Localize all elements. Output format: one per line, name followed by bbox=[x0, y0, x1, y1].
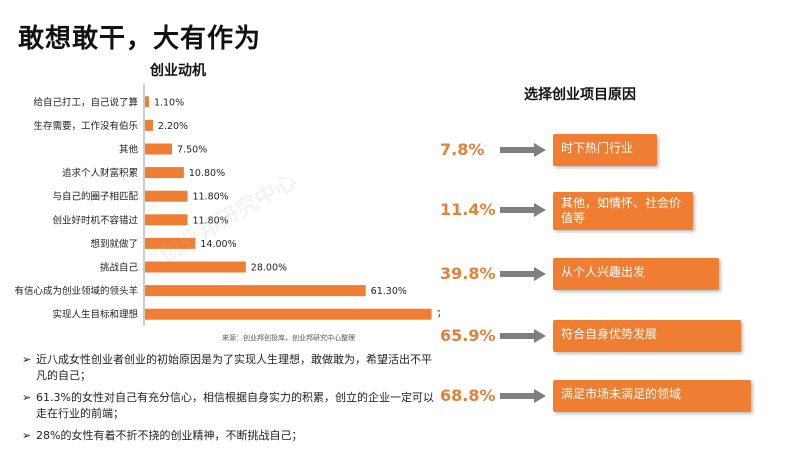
category-label: 追求个人财富积累 bbox=[62, 167, 138, 179]
bar bbox=[145, 308, 432, 320]
source-note: 来源：创业邦创投库，创业邦研究中心整理 bbox=[222, 334, 355, 342]
bullet-item: ➢ 61.3%的女性对自己有充分信心，相信根据自身实力的积累，创立的企业一定可以… bbox=[22, 390, 442, 422]
reason-percent: 68.8% bbox=[440, 386, 496, 405]
reason-row: 39.8% 从个人兴趣出发 bbox=[0, 256, 792, 296]
bullet-text: 近八成女性创业者创业的初始原因是为了实现人生理想，敢做敢为，希望活出不平凡的自己… bbox=[36, 353, 432, 382]
bar bbox=[145, 143, 172, 155]
bullet-text: 61.3%的女性对自己有充分信心，相信根据自身实力的积累，创立的企业一定可以走在… bbox=[36, 391, 434, 420]
data-label: 11.80% bbox=[192, 215, 228, 226]
category-label: 挑战自己 bbox=[100, 262, 139, 274]
bar bbox=[145, 190, 188, 202]
reason-box: 从个人兴趣出发 bbox=[553, 258, 719, 290]
page-headline: 敢想敢干，大有作为 bbox=[18, 24, 262, 54]
reason-percent: 11.4% bbox=[440, 200, 496, 219]
data-label: 79.60% bbox=[437, 310, 440, 321]
category-label: 有信心成为创业领域的领头羊 bbox=[14, 285, 138, 297]
summary-bullets: ➢ 近八成女性创业者创业的初始原因是为了实现人生理想，敢做敢为，希望活出不平凡的… bbox=[22, 352, 442, 450]
motivation-bar-chart: 给自己打工，自己说了算 1.10% 生存需要，工作没有伯乐 2.20% 其他 7.50% 追… bbox=[14, 84, 440, 326]
data-label: 11.80% bbox=[192, 192, 228, 203]
bar bbox=[145, 119, 153, 131]
category-label: 实现人生目标和理想 bbox=[52, 309, 138, 321]
reason-row: 68.8% 满足市场未满足的领域 bbox=[0, 378, 792, 418]
reason-row: 11.4% 其他，如情怀、社会价值等 bbox=[0, 192, 792, 232]
bullet-text: 28%的女性有着不折不挠的创业精神，不断挑战自己； bbox=[36, 429, 303, 442]
data-label: 2.20% bbox=[158, 121, 188, 132]
bar bbox=[145, 167, 184, 179]
right-arrow-icon bbox=[500, 329, 546, 343]
reason-box: 时下热门行业 bbox=[553, 134, 657, 166]
data-label: 1.10% bbox=[154, 97, 184, 108]
bar bbox=[145, 237, 196, 249]
data-label: 7.50% bbox=[177, 145, 207, 156]
right-arrow-icon bbox=[500, 389, 546, 403]
right-arrow-icon bbox=[500, 203, 546, 217]
bullet-item: ➢ 近八成女性创业者创业的初始原因是为了实现人生理想，敢做敢为，希望活出不平凡的… bbox=[22, 352, 442, 384]
data-label: 10.80% bbox=[189, 168, 225, 179]
reason-box: 其他，如情怀、社会价值等 bbox=[553, 192, 693, 230]
category-label: 其他 bbox=[119, 144, 139, 156]
chart-title: 创业动机 bbox=[150, 63, 206, 79]
reason-percent: 65.9% bbox=[440, 326, 496, 345]
bar bbox=[145, 214, 188, 226]
right-arrow-icon bbox=[500, 143, 546, 157]
bar bbox=[145, 96, 149, 108]
category-label: 给自己打工，自己说了算 bbox=[33, 96, 138, 108]
bar bbox=[145, 285, 366, 297]
category-label: 生存需要，工作没有伯乐 bbox=[33, 120, 138, 132]
bullet-mark: ➢ bbox=[22, 353, 32, 366]
reason-percent: 39.8% bbox=[440, 264, 496, 283]
reason-box: 符合自身优势发展 bbox=[553, 320, 741, 352]
reason-box: 满足市场未满足的领域 bbox=[553, 380, 751, 412]
category-label: 与自己的圈子相匹配 bbox=[52, 191, 138, 203]
bullet-mark: ➢ bbox=[22, 429, 32, 442]
reasons-title: 选择创业项目原因 bbox=[524, 87, 636, 103]
data-label: 28.00% bbox=[251, 263, 287, 274]
right-arrow-icon bbox=[500, 267, 546, 281]
reason-percent: 7.8% bbox=[440, 140, 485, 159]
bullet-mark: ➢ bbox=[22, 391, 32, 404]
category-label: 创业好时机不容错过 bbox=[52, 214, 138, 226]
data-label: 14.00% bbox=[200, 239, 236, 250]
reason-row: 7.8% 时下热门行业 bbox=[0, 132, 792, 172]
reason-row: 65.9% 符合自身优势发展 bbox=[0, 318, 792, 358]
bar bbox=[145, 261, 246, 273]
category-label: 想到就做了 bbox=[90, 238, 138, 250]
bullet-item: ➢ 28%的女性有着不折不挠的创业精神，不断挑战自己； bbox=[22, 428, 442, 444]
data-label: 61.30% bbox=[371, 286, 407, 297]
